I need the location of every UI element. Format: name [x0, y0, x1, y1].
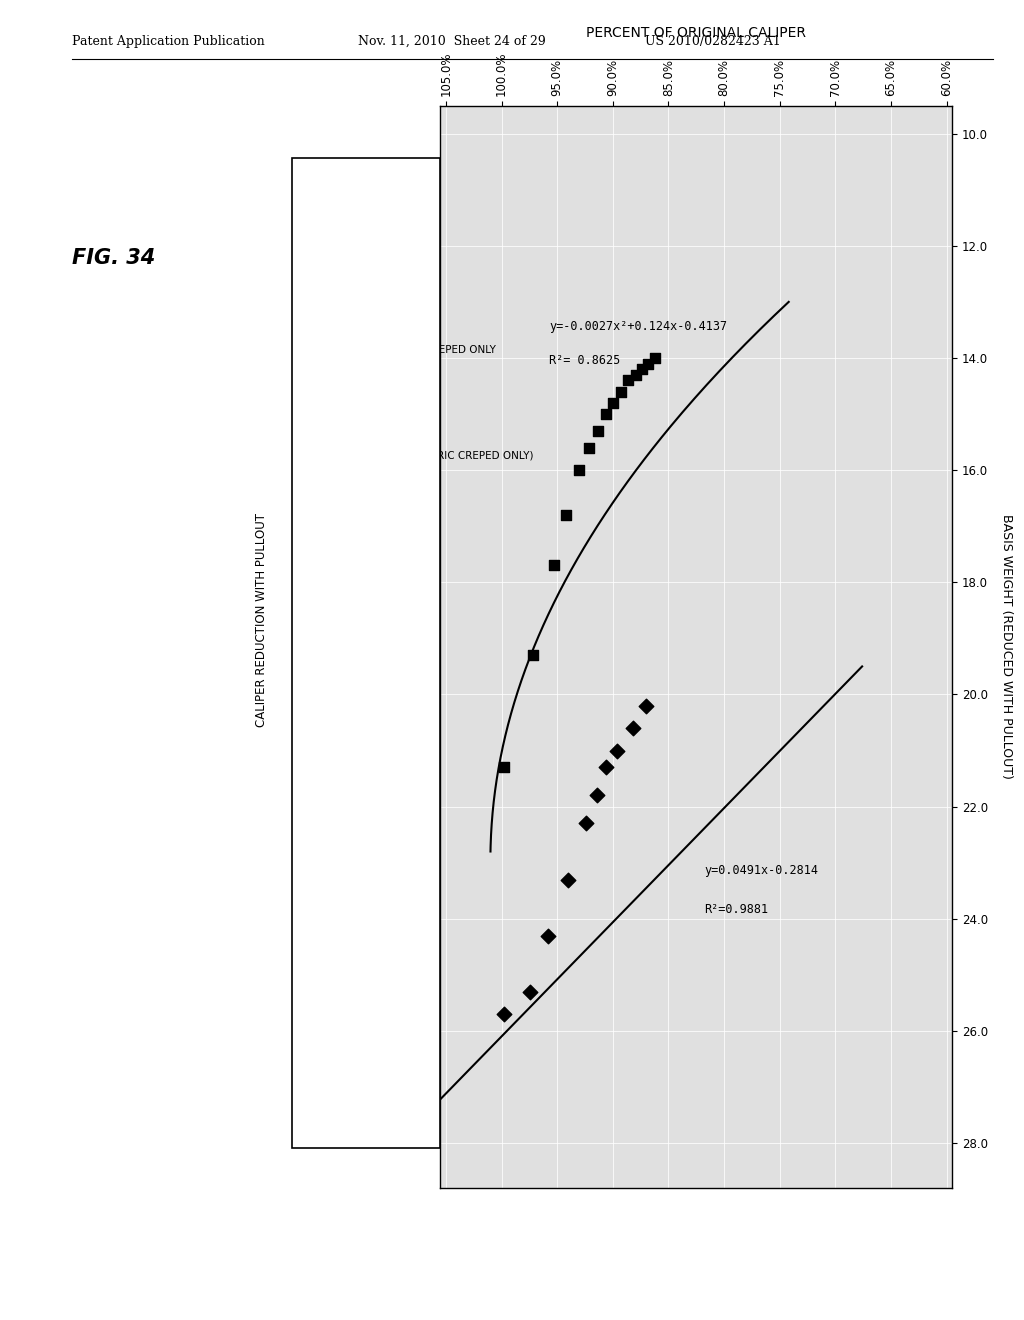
Point [621, 370, 637, 391]
Point [522, 981, 539, 1002]
Text: FIG. 34: FIG. 34 [72, 248, 155, 268]
Point [609, 741, 626, 762]
Point [628, 364, 644, 385]
Point [582, 437, 598, 458]
Point [496, 1003, 512, 1024]
Text: ■: ■ [304, 343, 315, 356]
Point [571, 459, 588, 480]
Text: y=0.0491x-0.2814: y=0.0491x-0.2814 [705, 863, 818, 876]
Text: POLY. (CAN DRIED FABRIC CREPED ONLY): POLY. (CAN DRIED FABRIC CREPED ONLY) [323, 450, 534, 461]
Text: LINEAR (YANKEE): LINEAR (YANKEE) [323, 945, 412, 956]
Point [496, 756, 512, 777]
Point [612, 381, 629, 403]
Point [604, 392, 621, 413]
Point [647, 347, 664, 368]
Text: —: — [304, 449, 316, 462]
Point [598, 404, 614, 425]
Point [590, 420, 606, 441]
Text: YANKEE: YANKEE [323, 840, 362, 850]
Point [598, 756, 614, 777]
Point [640, 352, 656, 374]
Text: CALIPER REDUCTION WITH PULLOUT: CALIPER REDUCTION WITH PULLOUT [255, 513, 267, 727]
Y-axis label: BASIS WEIGHT (REDUCED WITH PULLOUT): BASIS WEIGHT (REDUCED WITH PULLOUT) [1000, 515, 1013, 779]
X-axis label: PERCENT OF ORIGINAL CALIPER: PERCENT OF ORIGINAL CALIPER [587, 26, 806, 41]
Text: y=-0.0027x²+0.124x-0.4137: y=-0.0027x²+0.124x-0.4137 [550, 319, 727, 333]
Text: CAN DRIED FABRIC CREPED ONLY: CAN DRIED FABRIC CREPED ONLY [323, 345, 496, 355]
Text: R²= 0.8625: R²= 0.8625 [550, 354, 621, 367]
Point [540, 925, 556, 946]
Point [546, 554, 562, 576]
Point [560, 869, 577, 890]
Point [524, 644, 541, 665]
Point [578, 813, 594, 834]
Point [634, 359, 650, 380]
Point [625, 718, 641, 739]
Text: US 2010/0282423 A1: US 2010/0282423 A1 [645, 34, 781, 48]
Point [589, 785, 605, 807]
Point [638, 696, 654, 717]
Point [558, 504, 574, 525]
Text: ◆: ◆ [304, 838, 313, 851]
Text: Nov. 11, 2010  Sheet 24 of 29: Nov. 11, 2010 Sheet 24 of 29 [358, 34, 546, 48]
Text: Patent Application Publication: Patent Application Publication [72, 34, 264, 48]
Text: R²=0.9881: R²=0.9881 [705, 903, 768, 916]
Text: —: — [304, 944, 316, 957]
